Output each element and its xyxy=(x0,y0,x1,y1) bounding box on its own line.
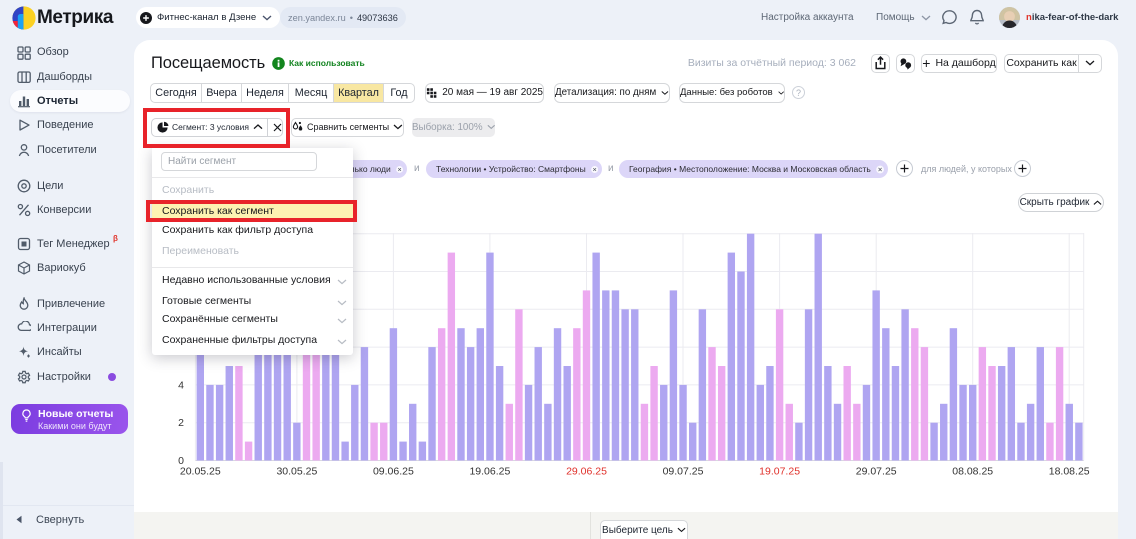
svg-text:29.07.25: 29.07.25 xyxy=(856,466,897,478)
svg-text:19.07.25: 19.07.25 xyxy=(759,466,800,478)
svg-text:20.05.25: 20.05.25 xyxy=(180,466,221,478)
svg-text:4: 4 xyxy=(178,379,184,391)
svg-text:0: 0 xyxy=(178,455,184,467)
svg-text:09.07.25: 09.07.25 xyxy=(663,466,704,478)
svg-text:2: 2 xyxy=(178,417,184,429)
svg-text:30.05.25: 30.05.25 xyxy=(276,466,317,478)
svg-text:29.06.25: 29.06.25 xyxy=(566,466,607,478)
svg-text:19.06.25: 19.06.25 xyxy=(469,466,510,478)
svg-text:08.08.25: 08.08.25 xyxy=(952,466,993,478)
svg-text:09.06.25: 09.06.25 xyxy=(373,466,414,478)
svg-text:18.08.25: 18.08.25 xyxy=(1049,466,1090,478)
